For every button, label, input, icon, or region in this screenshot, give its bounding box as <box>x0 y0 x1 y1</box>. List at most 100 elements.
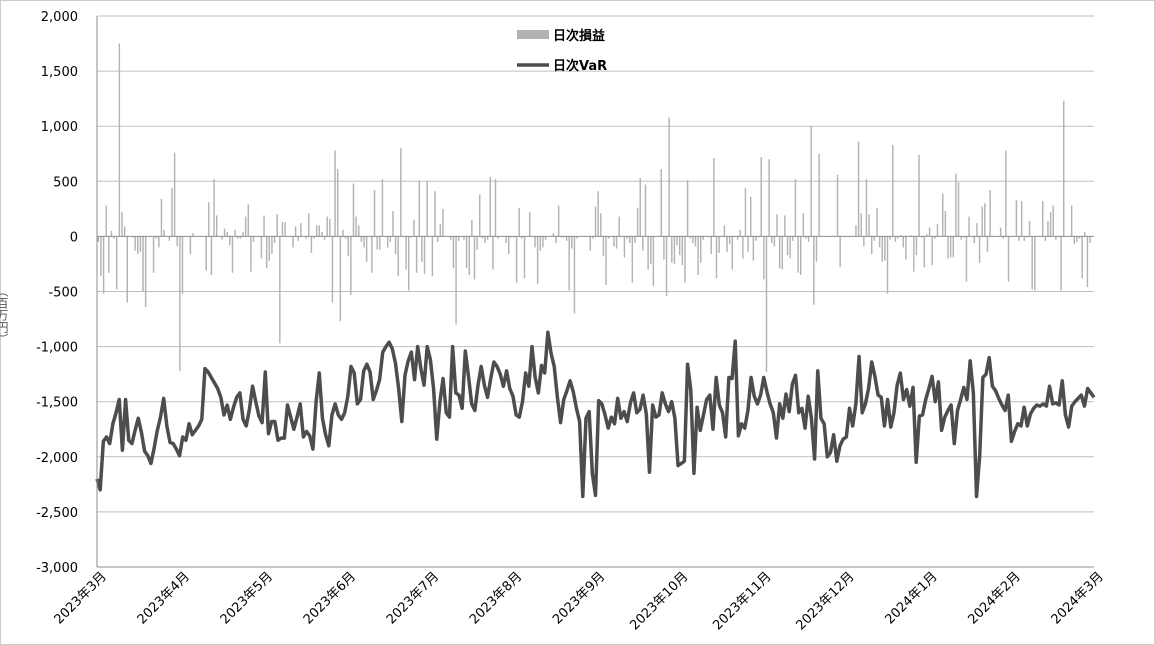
bar <box>660 169 662 237</box>
bar <box>863 236 865 247</box>
bar <box>555 236 557 244</box>
bar <box>689 236 691 239</box>
bar <box>810 126 812 237</box>
bar <box>492 236 494 270</box>
bar <box>355 216 357 237</box>
bar <box>673 236 676 264</box>
bar <box>949 236 952 258</box>
bar <box>208 202 210 237</box>
bar <box>944 211 947 237</box>
bar <box>999 227 1002 237</box>
bar <box>836 174 839 237</box>
bar <box>231 236 234 273</box>
bar <box>389 236 392 242</box>
bar <box>976 223 978 237</box>
bar <box>100 236 102 277</box>
bar <box>818 153 820 237</box>
bar <box>529 212 531 237</box>
bar <box>523 236 526 279</box>
bar <box>897 236 899 239</box>
bar <box>239 236 242 239</box>
y-tick-label: 1,500 <box>41 65 78 80</box>
bar <box>702 236 705 240</box>
bar <box>870 236 873 255</box>
bar <box>799 236 802 275</box>
bar <box>1089 236 1091 244</box>
bar <box>876 207 878 237</box>
bar <box>371 236 373 273</box>
bar <box>805 236 807 239</box>
bar <box>576 236 578 239</box>
bar <box>181 236 184 294</box>
bar <box>542 236 544 248</box>
bar <box>1060 236 1062 291</box>
bar <box>1078 236 1081 239</box>
bar <box>749 196 752 237</box>
bar <box>102 236 105 294</box>
bar <box>1002 236 1004 239</box>
bar <box>397 236 399 277</box>
bar <box>607 236 610 239</box>
bar <box>571 236 573 249</box>
bar <box>455 236 457 325</box>
bar <box>752 236 755 261</box>
bar <box>176 236 178 247</box>
bar <box>1018 236 1020 241</box>
bar <box>1049 212 1052 237</box>
bar <box>731 236 734 270</box>
bar <box>984 203 986 237</box>
bar <box>481 236 484 239</box>
bar <box>121 212 123 237</box>
bar <box>297 236 299 241</box>
bar <box>331 236 334 303</box>
bar <box>557 205 560 237</box>
bar <box>323 236 326 240</box>
y-axis-ticks: 2,000 1,500 1,000 500 0 -500 -1,000 -1,500 -2,00… <box>36 10 78 576</box>
bar <box>636 207 639 237</box>
bar <box>1023 236 1026 241</box>
bar <box>497 236 499 239</box>
bar <box>1076 236 1078 242</box>
bar <box>326 216 328 237</box>
bar <box>226 231 228 237</box>
bar <box>536 236 539 284</box>
bar <box>986 236 989 252</box>
bar <box>686 180 689 237</box>
bar <box>594 206 597 237</box>
y-tick-label: -3,000 <box>36 561 78 576</box>
bar <box>615 236 618 249</box>
bar <box>486 236 489 240</box>
bar-series <box>97 43 1091 372</box>
bar <box>865 179 868 237</box>
legend-swatch-bar <box>517 30 549 39</box>
bar <box>336 169 339 237</box>
bar <box>457 236 460 241</box>
bar <box>857 141 860 237</box>
bar <box>889 236 891 240</box>
bar <box>681 236 684 266</box>
bar <box>321 231 323 237</box>
y-tick-label: 2,000 <box>41 10 78 25</box>
bar <box>189 236 192 255</box>
bar <box>1055 236 1057 240</box>
bar <box>771 236 773 244</box>
bar <box>408 236 410 291</box>
bar <box>757 236 760 238</box>
bar <box>710 236 712 255</box>
bar <box>1081 236 1083 279</box>
bar <box>665 236 668 296</box>
bar <box>957 182 960 237</box>
bar <box>618 216 620 237</box>
bar <box>479 194 481 237</box>
bar <box>678 236 681 256</box>
bar <box>394 236 397 255</box>
bar <box>747 236 749 252</box>
bar <box>739 229 741 237</box>
bar <box>421 236 423 262</box>
bar <box>1020 201 1023 237</box>
bar <box>960 236 962 240</box>
y-tick-label: -1,500 <box>36 396 78 411</box>
bar <box>931 236 933 266</box>
bar <box>773 236 776 247</box>
bar <box>644 184 647 237</box>
